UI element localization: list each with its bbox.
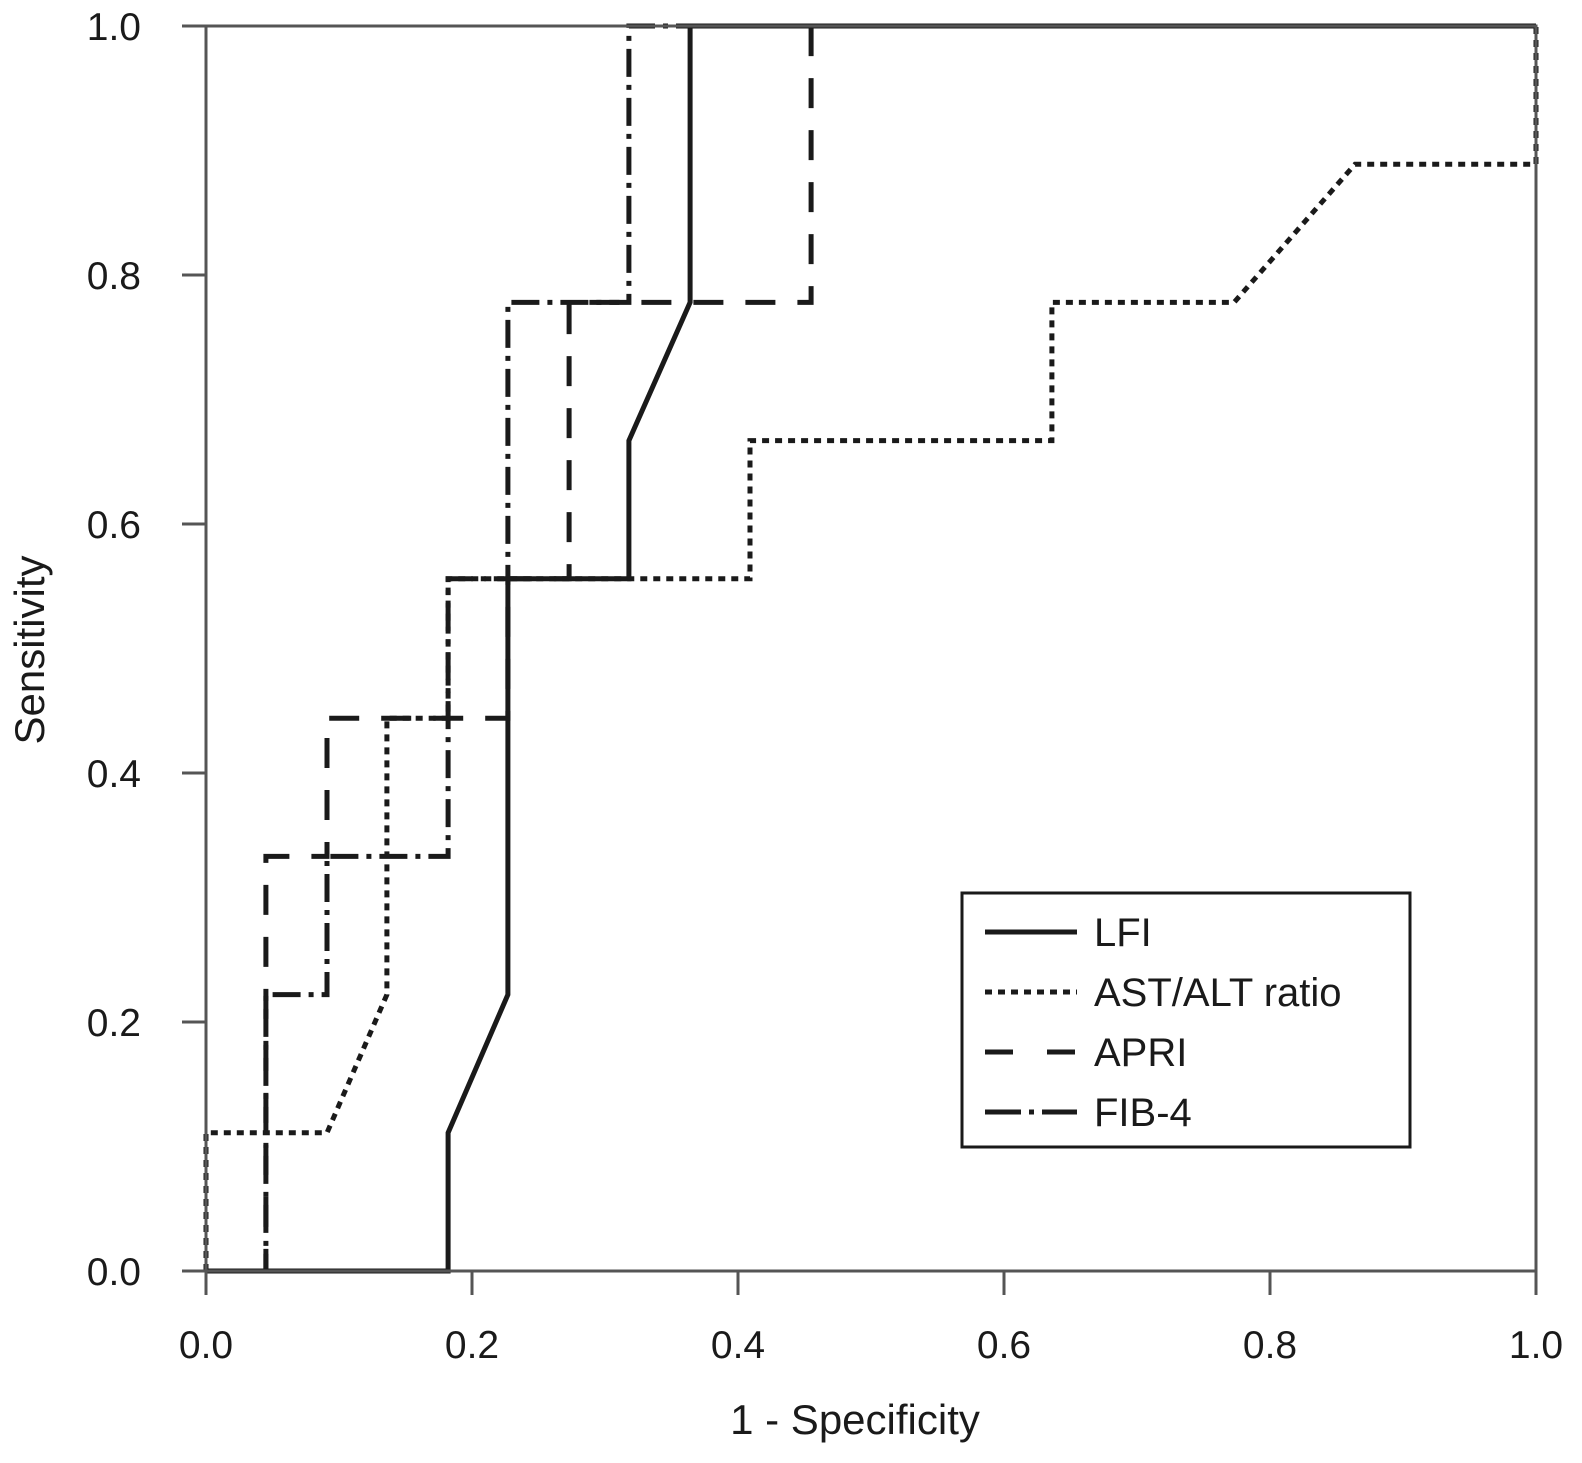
series-line-ast-alt-ratio [203,26,1539,1271]
y-axis-title: Sensitivity [6,555,53,744]
y-tick-label: 0.2 [87,1002,141,1045]
y-tick-label: 0.8 [87,255,141,298]
y-axis: 0.0 0.2 0.4 0.6 0.8 1.0 [87,6,206,1294]
x-tick-label: 0.2 [445,1324,499,1367]
x-axis-title: 1 - Specificity [730,1396,980,1443]
legend-label: AST/ALT ratio [1094,971,1342,1015]
y-tick-label: 1.0 [87,6,141,49]
series-layer [203,23,1539,1274]
legend-box [960,891,1412,1149]
y-tick-label: 0.4 [87,753,141,796]
y-tick-label: 0.6 [87,504,141,547]
x-tick-label: 0.8 [1243,1324,1297,1367]
x-tick-label: 1.0 [1509,1324,1563,1367]
x-tick-label: 0.6 [977,1324,1031,1367]
series-line-fib-4 [206,23,1536,1274]
legend-label: APRI [1094,1031,1187,1075]
legend-label: FIB-4 [1094,1091,1192,1135]
x-tick-label: 0.4 [711,1324,765,1367]
x-tick-label: 0.0 [179,1324,233,1367]
plot-frame [204,24,1538,1273]
legend-label: LFI [1094,911,1152,955]
series-line-apri [206,23,1536,1274]
legend: LFI AST/ALT ratio APRI FIB-4 [960,891,1412,1149]
x-axis: 0.0 0.2 0.4 0.6 0.8 1.0 [179,1271,1563,1367]
y-tick-label: 0.0 [87,1251,141,1294]
